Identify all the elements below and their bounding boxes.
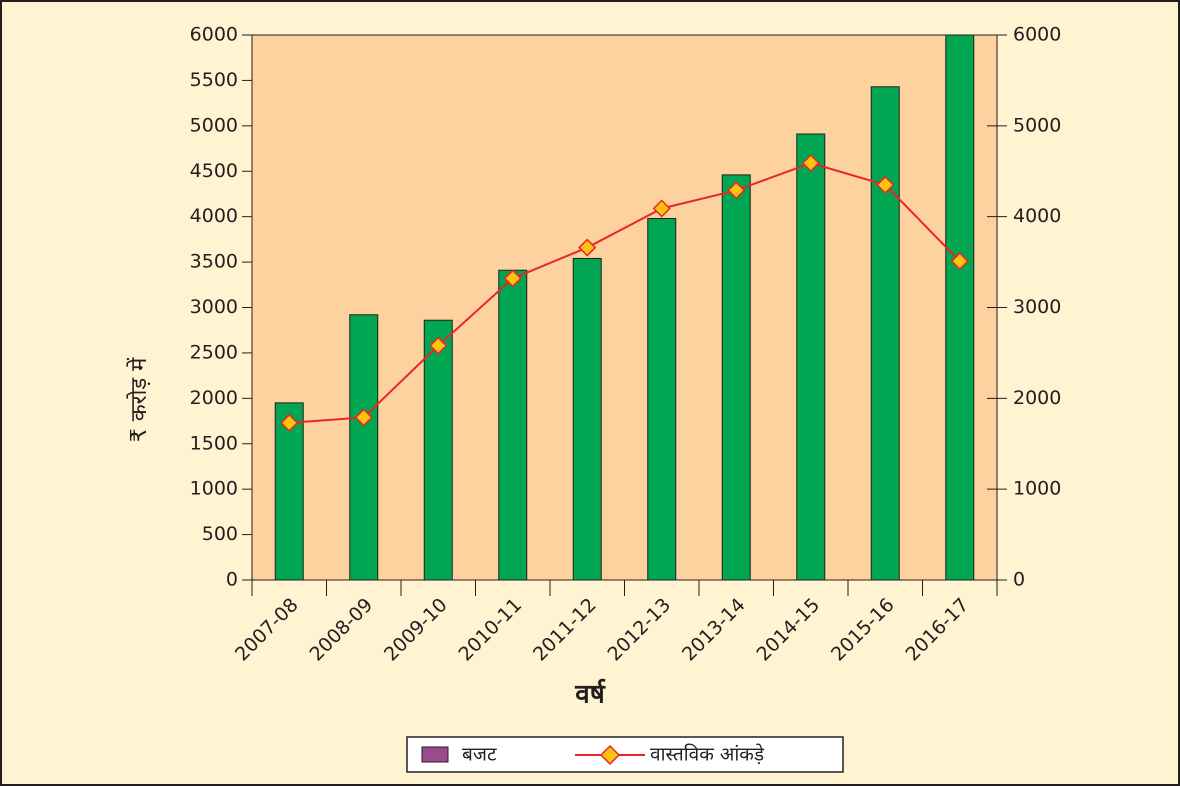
- y2-tick-label: 6000: [1013, 24, 1061, 46]
- y-tick-label: 3500: [190, 251, 238, 273]
- bar: [572, 257, 602, 581]
- bar: [796, 133, 826, 581]
- marker: [280, 413, 299, 432]
- y-tick-label: 3000: [190, 296, 238, 318]
- y-tick-label: 2500: [190, 341, 238, 363]
- y2-tick-label: 1000: [1013, 478, 1061, 500]
- marker: [503, 269, 522, 288]
- marker: [652, 199, 671, 218]
- marker: [950, 252, 969, 271]
- y2-tick-label: 5000: [1013, 114, 1061, 136]
- y-tick-label: 6000: [190, 24, 238, 46]
- y2-tick-label: 3000: [1013, 296, 1061, 318]
- bar: [721, 174, 751, 581]
- marker: [578, 238, 597, 257]
- bar: [349, 314, 379, 581]
- legend-label: बजट: [462, 744, 497, 766]
- legend-swatch: [421, 746, 449, 763]
- bar: [423, 319, 453, 581]
- line: [289, 162, 961, 424]
- marker: [727, 181, 746, 200]
- bar: [498, 269, 528, 581]
- y-tick-label: 1000: [190, 478, 238, 500]
- marker: [801, 154, 820, 173]
- y-axis-label: ₹ करोड़ में: [126, 357, 152, 442]
- legend-label: वास्तविक आंकड़े: [650, 743, 765, 766]
- y-tick-label: 4000: [190, 205, 238, 227]
- bar: [870, 86, 900, 581]
- y-tick-label: 5000: [190, 114, 238, 136]
- y-tick-label: 4500: [190, 160, 238, 182]
- y-tick-label: 5500: [190, 69, 238, 91]
- x-axis-label: वर्ष: [574, 679, 605, 710]
- bar: [945, 34, 975, 581]
- y2-tick-label: 0: [1013, 569, 1025, 591]
- marker: [429, 336, 448, 355]
- y-tick-label: 1500: [190, 432, 238, 454]
- bar: [647, 217, 677, 581]
- y2-tick-label: 4000: [1013, 205, 1061, 227]
- y-tick-label: 2000: [190, 387, 238, 409]
- legend-marker: [599, 744, 621, 766]
- y2-tick-label: 2000: [1013, 387, 1061, 409]
- y-tick-label: 0: [226, 569, 238, 591]
- marker: [876, 175, 895, 194]
- y-tick-label: 500: [202, 523, 238, 545]
- bar: [274, 402, 304, 581]
- marker: [354, 408, 373, 427]
